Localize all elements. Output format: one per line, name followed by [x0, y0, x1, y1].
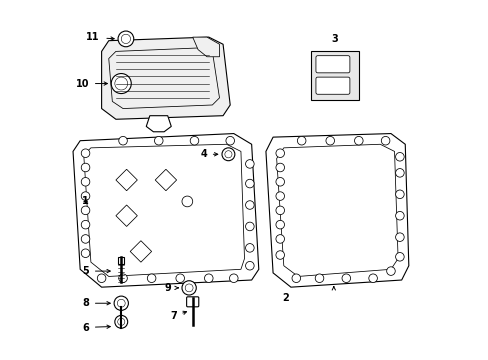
Circle shape [275, 192, 284, 201]
Circle shape [182, 196, 192, 207]
Circle shape [245, 261, 254, 270]
Circle shape [395, 190, 404, 199]
Polygon shape [192, 37, 219, 57]
Text: 7: 7 [169, 311, 176, 321]
Circle shape [386, 267, 394, 275]
Circle shape [395, 233, 404, 242]
Text: 2: 2 [282, 293, 288, 302]
Circle shape [119, 136, 127, 145]
Circle shape [275, 149, 284, 157]
FancyBboxPatch shape [315, 77, 349, 94]
Circle shape [81, 192, 90, 201]
Circle shape [291, 274, 300, 283]
Circle shape [275, 251, 284, 259]
Circle shape [121, 34, 130, 44]
Circle shape [381, 136, 389, 145]
Circle shape [245, 244, 254, 252]
Circle shape [245, 179, 254, 188]
Bar [310, 51, 358, 100]
Circle shape [275, 177, 284, 186]
Circle shape [185, 284, 193, 292]
Circle shape [395, 153, 404, 161]
Circle shape [229, 274, 238, 283]
Circle shape [81, 235, 90, 243]
Circle shape [118, 31, 134, 47]
Text: 1: 1 [82, 197, 89, 206]
Circle shape [275, 163, 284, 172]
Circle shape [225, 136, 234, 145]
Circle shape [154, 136, 163, 145]
Text: 4: 4 [200, 149, 206, 159]
Polygon shape [102, 37, 230, 119]
Circle shape [115, 77, 127, 90]
Circle shape [111, 73, 131, 94]
Circle shape [325, 136, 334, 145]
Circle shape [81, 249, 90, 257]
Circle shape [182, 281, 196, 295]
Circle shape [114, 296, 128, 310]
Polygon shape [146, 116, 171, 132]
Circle shape [341, 274, 350, 283]
Text: 5: 5 [82, 266, 89, 276]
Circle shape [119, 274, 127, 283]
FancyBboxPatch shape [315, 56, 349, 73]
Circle shape [297, 136, 305, 145]
Polygon shape [73, 134, 258, 287]
Circle shape [395, 168, 404, 177]
Text: 8: 8 [82, 298, 89, 308]
Text: 9: 9 [164, 283, 171, 293]
Circle shape [97, 274, 106, 283]
Circle shape [368, 274, 377, 283]
Circle shape [275, 206, 284, 215]
Circle shape [176, 274, 184, 283]
Circle shape [81, 177, 90, 186]
Circle shape [81, 206, 90, 215]
Circle shape [224, 151, 231, 158]
Circle shape [315, 274, 323, 283]
FancyBboxPatch shape [186, 297, 198, 307]
Text: 10: 10 [76, 78, 89, 89]
Circle shape [245, 159, 254, 168]
Circle shape [245, 201, 254, 209]
Circle shape [222, 148, 234, 161]
Circle shape [117, 299, 125, 307]
Bar [118, 257, 124, 264]
Polygon shape [265, 134, 408, 287]
Circle shape [118, 318, 124, 325]
Text: 3: 3 [330, 34, 337, 44]
Circle shape [275, 235, 284, 243]
Circle shape [115, 315, 127, 328]
Circle shape [275, 220, 284, 229]
Text: 11: 11 [86, 32, 100, 42]
Circle shape [81, 149, 90, 157]
Text: 6: 6 [82, 323, 89, 333]
Circle shape [147, 274, 156, 283]
Circle shape [395, 252, 404, 261]
Circle shape [204, 274, 213, 283]
Circle shape [81, 163, 90, 172]
Circle shape [395, 211, 404, 220]
Circle shape [190, 136, 198, 145]
Circle shape [245, 222, 254, 231]
Circle shape [354, 136, 363, 145]
Circle shape [81, 220, 90, 229]
